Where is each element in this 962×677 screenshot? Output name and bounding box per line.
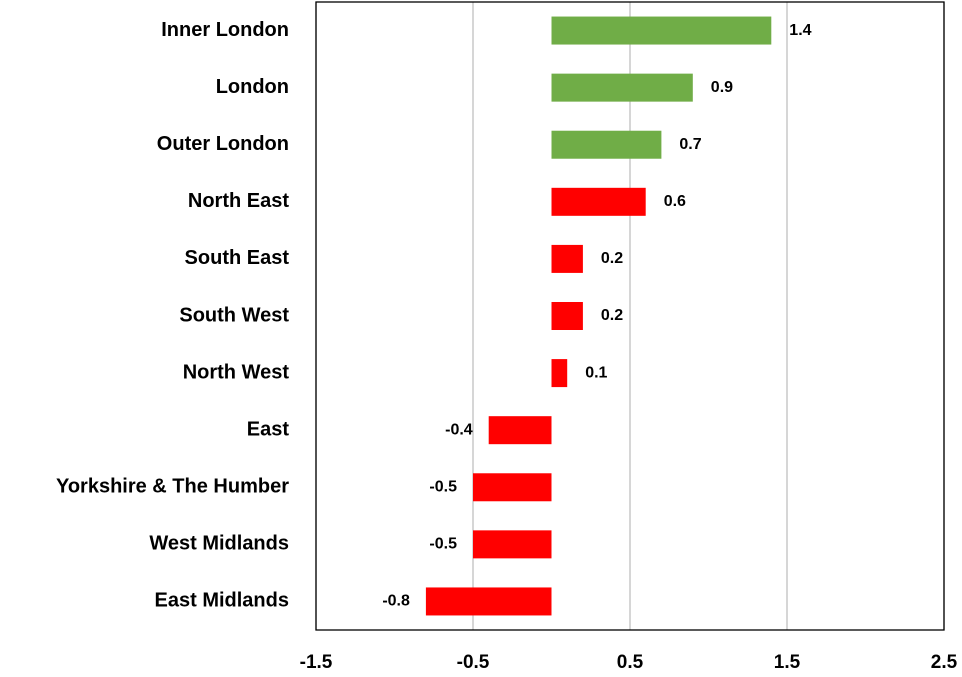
y-tick-label: South East (185, 247, 290, 269)
bar (425, 587, 552, 616)
value-label: -0.8 (382, 593, 410, 610)
bar (551, 130, 662, 159)
y-tick-label: Outer London (157, 133, 289, 155)
value-label: -0.4 (445, 421, 473, 438)
value-label: 0.2 (601, 250, 623, 267)
y-tick-label: North East (188, 190, 289, 212)
value-label: -0.5 (429, 478, 457, 495)
y-tick-label: East (247, 418, 290, 440)
value-label: 0.1 (585, 364, 607, 381)
y-tick-label: East Midlands (155, 590, 289, 612)
y-tick-label: North West (183, 361, 290, 383)
bar (551, 359, 568, 388)
bar (551, 302, 583, 330)
value-label: 0.9 (711, 79, 733, 96)
x-tick-label: 2.5 (931, 652, 958, 673)
bar (488, 416, 552, 445)
y-tick-label: Inner London (161, 19, 289, 41)
y-tick-label: London (216, 76, 289, 98)
value-label: 0.2 (601, 307, 623, 324)
bar (551, 73, 693, 102)
x-tick-label: 1.5 (774, 652, 801, 673)
x-tick-label: -1.5 (300, 652, 333, 673)
value-label: -0.5 (429, 536, 457, 553)
x-tick-label: 0.5 (617, 652, 644, 673)
y-tick-label: West Midlands (149, 533, 289, 555)
bar (551, 244, 583, 273)
bar (551, 187, 646, 216)
bar (473, 530, 552, 559)
value-label: 0.6 (664, 193, 686, 210)
bar (473, 473, 552, 502)
bar (551, 16, 772, 45)
y-tick-label: Yorkshire & The Humber (56, 476, 289, 498)
plot-border (315, 1, 945, 631)
value-label: 1.4 (789, 22, 811, 39)
y-tick-label: South West (179, 304, 289, 326)
value-label: 0.7 (679, 136, 701, 153)
x-tick-label: -0.5 (457, 652, 490, 673)
